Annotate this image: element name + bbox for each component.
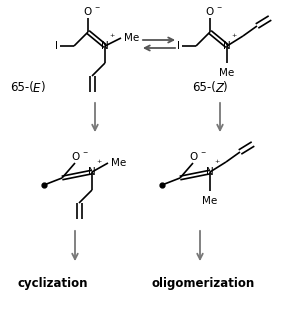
Text: Me: Me xyxy=(202,196,218,206)
Text: oligomerization: oligomerization xyxy=(152,276,255,290)
Text: cyclization: cyclization xyxy=(18,276,88,290)
Text: Me: Me xyxy=(219,68,235,78)
Text: N: N xyxy=(101,41,109,51)
Text: $^{+}$: $^{+}$ xyxy=(231,32,238,41)
Text: ): ) xyxy=(40,81,45,95)
Text: 65-(: 65-( xyxy=(10,81,34,95)
Text: N: N xyxy=(223,41,231,51)
Text: O: O xyxy=(190,152,198,162)
Text: N: N xyxy=(206,167,214,177)
Text: 65-(: 65-( xyxy=(192,81,216,95)
Text: $^{-}$: $^{-}$ xyxy=(200,149,207,158)
Text: $^{+}$: $^{+}$ xyxy=(96,158,103,167)
Text: I: I xyxy=(177,41,180,51)
Text: I: I xyxy=(55,41,58,51)
Text: $^{-}$: $^{-}$ xyxy=(216,4,223,13)
Text: O: O xyxy=(84,7,92,17)
Text: ): ) xyxy=(222,81,226,95)
Text: Z: Z xyxy=(215,81,223,95)
Text: Me: Me xyxy=(124,33,139,43)
Text: $^{+}$: $^{+}$ xyxy=(214,158,221,167)
Text: $^{-}$: $^{-}$ xyxy=(82,149,89,158)
Text: $^{+}$: $^{+}$ xyxy=(109,32,116,41)
Text: $^{-}$: $^{-}$ xyxy=(94,4,101,13)
Text: O: O xyxy=(206,7,214,17)
Text: N: N xyxy=(88,167,96,177)
Text: O: O xyxy=(72,152,80,162)
Text: Me: Me xyxy=(111,158,126,168)
Text: E: E xyxy=(33,81,40,95)
